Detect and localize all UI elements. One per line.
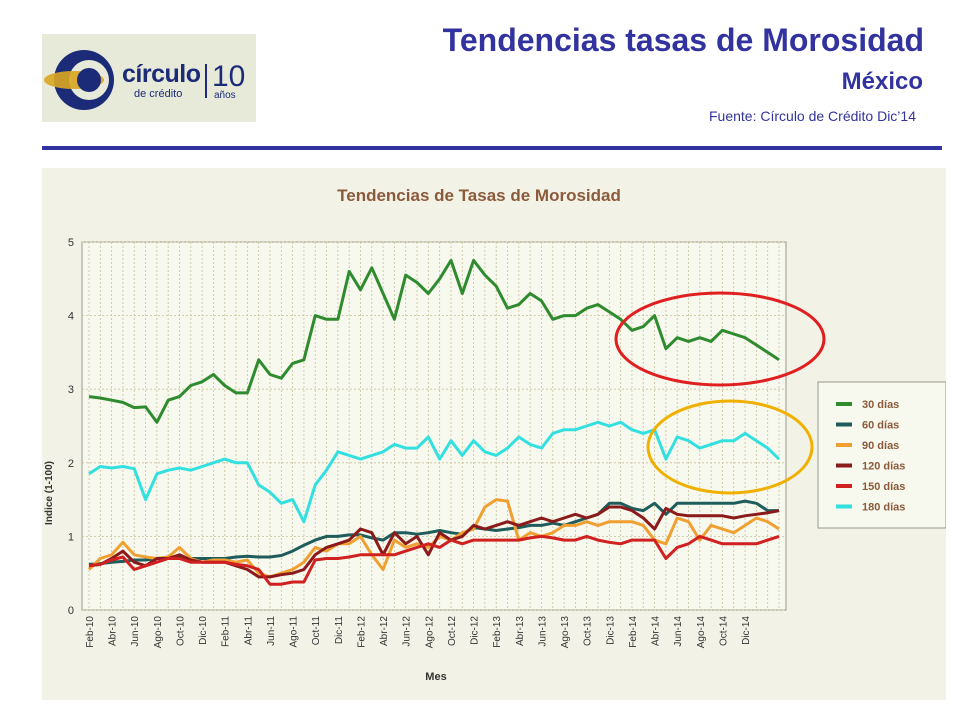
x-tick-label: Abr-13 <box>515 616 526 646</box>
x-tick-label: Ago-11 <box>289 616 300 648</box>
y-tick-label: 2 <box>68 458 74 470</box>
x-tick-label: Jun-14 <box>673 616 684 647</box>
x-tick-label: Abr-10 <box>108 616 119 646</box>
x-tick-label: Oct-13 <box>583 616 594 646</box>
y-tick-label: 3 <box>68 384 74 396</box>
x-tick-label: Jun-13 <box>537 616 548 647</box>
x-tick-label: Abr-14 <box>651 616 662 646</box>
x-tick-label: Dic-11 <box>334 616 345 645</box>
x-tick-label: Dic-14 <box>741 616 752 645</box>
x-tick-label: Dic-10 <box>198 616 209 645</box>
legend-label: 90 días <box>862 440 899 452</box>
legend-box <box>817 381 946 529</box>
x-tick-label: Feb-12 <box>356 616 367 648</box>
x-tick-label: Jun-11 <box>266 616 277 646</box>
y-tick-label: 4 <box>68 311 74 323</box>
y-tick-label: 5 <box>68 237 74 249</box>
x-tick-label: Oct-12 <box>447 616 458 646</box>
chart-title: Tendencias de Tasas de Morosidad <box>337 186 621 205</box>
logo-circle-icon <box>44 50 114 110</box>
legend-label: 180 días <box>862 502 905 514</box>
chart-panel: Tendencias de Tasas de Morosidad 0 1 2 3 4 5 F… <box>42 168 946 700</box>
x-tick-label: Dic-12 <box>470 616 481 645</box>
company-logo: círculo de crédito 10 años <box>42 34 256 122</box>
x-tick-label: Abr-12 <box>379 616 390 646</box>
x-tick-label: Oct-10 <box>175 616 186 646</box>
annotation-ellipse <box>646 399 814 495</box>
title-divider <box>42 146 942 150</box>
x-tick-label: Ago-10 <box>153 616 164 649</box>
series-line <box>88 534 780 586</box>
series-line <box>88 258 780 424</box>
slide-subtitle: México <box>841 68 923 95</box>
legend-label: 60 días <box>862 420 899 432</box>
slide-source: Fuente: Círculo de Crédito Dic’14 <box>709 108 916 124</box>
x-axis-label: Mes <box>425 671 446 683</box>
y-axis-label: Indice (1-100) <box>44 461 55 525</box>
x-tick-label: Ago-14 <box>696 616 707 649</box>
x-tick-label: Ago-13 <box>560 616 571 649</box>
x-tick-label: Feb-14 <box>628 616 639 648</box>
x-tick-label: Oct-11 <box>311 616 322 646</box>
legend-label: 30 días <box>862 399 899 411</box>
x-tick-label: Jun-12 <box>402 616 413 647</box>
x-tick-label: Jun-10 <box>130 616 141 647</box>
legend-label: 120 días <box>862 461 905 473</box>
logo-subtitle: de crédito <box>134 88 183 100</box>
x-tick-label: Feb-11 <box>221 616 232 647</box>
chart: Tendencias de Tasas de Morosidad 0 1 2 3 4 5 F… <box>44 186 946 683</box>
x-tick-label: Dic-13 <box>605 616 616 645</box>
series-line <box>88 420 781 524</box>
x-tick-label: Oct-14 <box>718 616 729 646</box>
y-tick-label: 0 <box>68 605 74 617</box>
slide-title: Tendencias tasas de Morosidad <box>442 22 924 58</box>
x-tick-label: Abr-11 <box>243 616 254 646</box>
x-tick-label: Ago-12 <box>424 616 435 649</box>
x-tick-label: Feb-13 <box>492 616 503 648</box>
annotation-ellipse <box>614 291 826 387</box>
x-tick-label: Feb-10 <box>85 616 96 648</box>
logo-divider <box>205 64 207 98</box>
logo-years: años <box>214 90 236 101</box>
y-tick-label: 1 <box>68 531 74 543</box>
logo-number: 10 <box>212 60 246 93</box>
legend-label: 150 días <box>862 481 905 493</box>
plot-area <box>81 241 787 611</box>
logo-name: círculo <box>122 60 201 88</box>
